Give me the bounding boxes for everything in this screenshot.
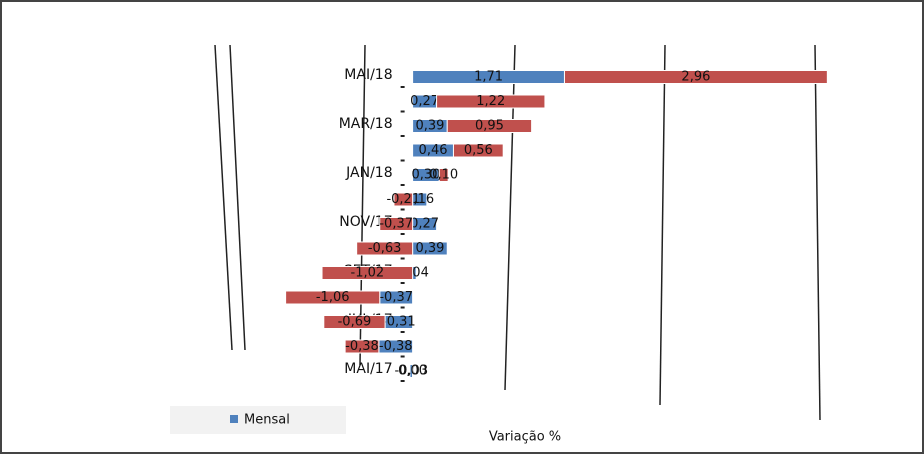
y-tick-label: MAR/18 (339, 116, 393, 132)
bar-segment (379, 217, 414, 231)
y-tick-label: MAI/17 (344, 361, 392, 377)
bar-segment (356, 241, 414, 256)
value-label: 0,27 (410, 94, 439, 109)
value-label: -0,37 (379, 217, 413, 232)
value-label: -0,69 (338, 315, 372, 330)
bar-segment (393, 192, 414, 207)
y-tick-label: JAN/18 (345, 165, 392, 181)
value-label: 0,39 (415, 119, 444, 134)
bar-segment (436, 94, 546, 109)
value-label: -1,02 (351, 266, 385, 281)
bar-segment (344, 339, 380, 354)
value-label: -0,03 (394, 364, 428, 379)
value-label: -0,38 (379, 339, 413, 354)
legend-label: Mensal (244, 413, 290, 428)
legend-box (170, 406, 346, 434)
bar-segment (412, 364, 414, 378)
value-label: -0,37 (379, 290, 413, 305)
bar-segment (452, 143, 504, 158)
value-label: 0,95 (475, 119, 504, 134)
value-label: -0,31 (382, 315, 416, 330)
bar-segment (438, 168, 449, 182)
value-label: 0,27 (410, 217, 439, 232)
value-label: 0,39 (415, 241, 444, 256)
value-label: -0,21 (386, 192, 420, 207)
value-label: -0,38 (345, 339, 379, 354)
value-label: 0,56 (464, 143, 493, 158)
bar-segment (323, 315, 386, 329)
value-label: -0,63 (368, 241, 402, 256)
bar-segment (563, 70, 828, 84)
bar-segment (321, 266, 414, 280)
bar-segment (285, 290, 381, 305)
value-label: 0,10 (429, 168, 458, 183)
bar-segment (446, 119, 533, 133)
value-label: 0,00 (398, 364, 427, 379)
x-axis-title: Variação % (489, 430, 561, 445)
value-label: 1,71 (474, 70, 503, 85)
y-tick-label: MAI/18 (344, 67, 392, 83)
value-label: 2,96 (681, 70, 710, 85)
value-label: -1,06 (316, 290, 350, 305)
legend-swatch (230, 415, 238, 423)
value-label: 0,46 (419, 143, 448, 158)
value-label: 1,22 (476, 94, 505, 109)
value-label: 0,30 (411, 168, 440, 183)
